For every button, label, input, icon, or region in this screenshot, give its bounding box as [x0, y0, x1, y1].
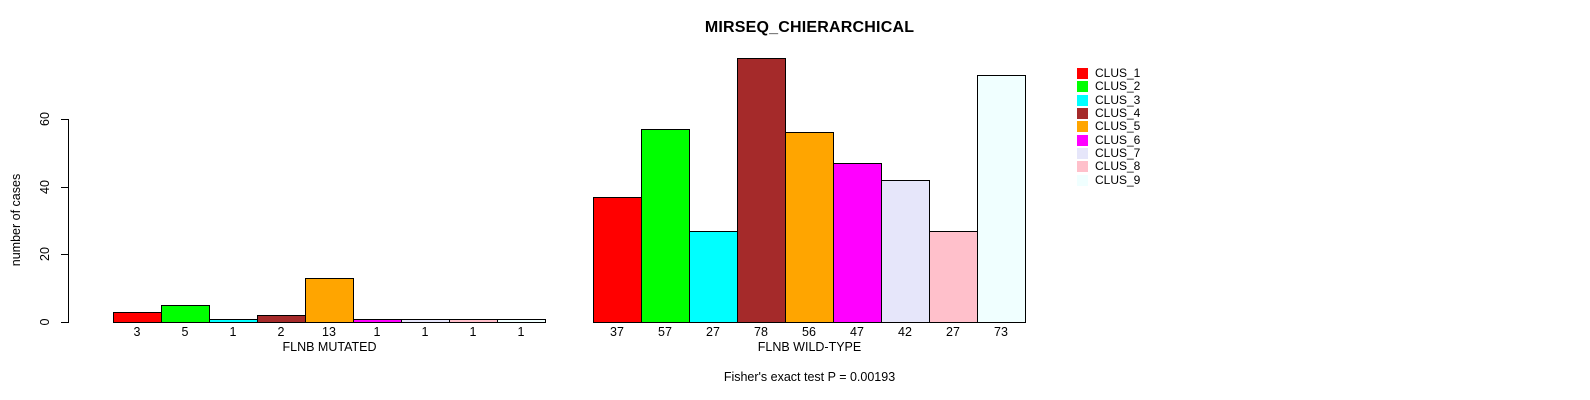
y-axis-title: number of cases — [9, 173, 23, 267]
bar-clus_9-mutated — [497, 319, 546, 323]
bar-clus_4-mutated — [257, 315, 306, 323]
legend-swatch-clus_6 — [1077, 134, 1088, 146]
legend-label: CLUS_4 — [1095, 106, 1141, 121]
legend-swatch-clus_5 — [1077, 121, 1088, 133]
legend-label: CLUS_1 — [1095, 66, 1141, 81]
bar-value-label: 56 — [802, 325, 816, 339]
legend-swatch-clus_2 — [1077, 81, 1088, 93]
bar-value-label: 27 — [946, 325, 960, 339]
bar-clus_5-wild-type — [785, 132, 834, 323]
legend-label: CLUS_2 — [1095, 79, 1141, 94]
bar-value-label: 47 — [850, 325, 864, 339]
bar-value-label: 1 — [421, 325, 429, 339]
bar-clus_9-wild-type — [977, 75, 1026, 323]
bar-value-label: 1 — [373, 325, 381, 339]
x-axis-label-mutated: FLNB MUTATED — [282, 340, 377, 354]
legend-swatch-clus_9 — [1077, 174, 1088, 186]
legend-label: CLUS_8 — [1095, 159, 1141, 174]
bar-clus_8-wild-type — [929, 231, 978, 323]
y-tick-label: 20 — [38, 247, 52, 261]
bar-value-label: 42 — [898, 325, 912, 339]
bar-value-label: 5 — [181, 325, 189, 339]
legend-item-clus_4: CLUS_4 — [1077, 107, 1140, 120]
legend-swatch-clus_7 — [1077, 147, 1088, 159]
legend-label: CLUS_9 — [1095, 172, 1141, 187]
bar-value-label: 27 — [706, 325, 720, 339]
chart-title: MIRSEQ_CHIERARCHICAL — [704, 19, 915, 36]
bar-clus_5-mutated — [305, 278, 354, 323]
bar-value-label: 57 — [658, 325, 672, 339]
legend-swatch-clus_1 — [1077, 68, 1088, 80]
legend: CLUS_1 CLUS_2 CLUS_3 CLUS_4 CLUS_5 CLUS_6 CLUS… — [1077, 67, 1140, 187]
legend-swatch-clus_3 — [1077, 94, 1088, 106]
y-tick-mark — [61, 322, 68, 323]
bar-value-label: 2 — [277, 325, 285, 339]
legend-item-clus_3: CLUS_3 — [1077, 92, 1141, 107]
y-tick-label: 60 — [38, 112, 52, 126]
legend-item-clus_2: CLUS_2 — [1077, 80, 1140, 93]
legend-item-clus_9: CLUS_9 — [1077, 173, 1140, 186]
bar-value-label: 78 — [754, 325, 768, 339]
legend-label: CLUS_3 — [1095, 92, 1141, 107]
bar-value-label: 1 — [469, 325, 477, 339]
bar-value-label: 13 — [322, 325, 336, 339]
y-tick-mark — [61, 187, 68, 188]
y-tick-mark — [61, 254, 68, 255]
legend-label: CLUS_6 — [1095, 132, 1141, 147]
bar-value-label: 1 — [517, 325, 525, 339]
legend-item-clus_7: CLUS_7 — [1077, 145, 1141, 160]
bar-clus_3-wild-type — [689, 231, 738, 323]
bar-clus_2-mutated — [161, 305, 210, 323]
bar-clus_3-mutated — [209, 319, 258, 323]
bar-value-label: 37 — [610, 325, 624, 339]
bar-clus_8-mutated — [449, 319, 498, 323]
bar-value-label: 1 — [229, 325, 237, 339]
bar-clus_6-wild-type — [833, 163, 882, 323]
legend-swatch-clus_8 — [1077, 161, 1088, 173]
legend-item-clus_8: CLUS_8 — [1077, 160, 1140, 173]
y-axis-line — [68, 119, 69, 323]
y-tick-label: 40 — [38, 180, 52, 194]
bar-value-label: 73 — [994, 325, 1008, 339]
y-tick-mark — [61, 119, 68, 120]
legend-label: CLUS_7 — [1095, 145, 1141, 160]
bar-clus_7-wild-type — [881, 180, 930, 323]
bar-clus_7-mutated — [401, 319, 450, 323]
bar-clus_4-wild-type — [737, 58, 786, 323]
bar-clus_6-mutated — [353, 319, 402, 323]
bar-clus_1-mutated — [113, 312, 162, 323]
x-axis-label-wild-type: FLNB WILD-TYPE — [757, 340, 862, 354]
bar-clus_1-wild-type — [593, 197, 642, 323]
bar-clus_2-wild-type — [641, 129, 690, 323]
legend-swatch-clus_4 — [1077, 108, 1088, 120]
bar-value-label: 3 — [133, 325, 141, 339]
legend-item-clus_1: CLUS_1 — [1077, 67, 1140, 80]
fisher-test-note: Fisher's exact test P = 0.00193 — [723, 370, 896, 384]
legend-item-clus_5: CLUS_5 — [1077, 120, 1140, 133]
legend-label: CLUS_5 — [1095, 119, 1141, 134]
y-tick-label: 0 — [38, 318, 52, 326]
legend-item-clus_6: CLUS_6 — [1077, 133, 1140, 146]
